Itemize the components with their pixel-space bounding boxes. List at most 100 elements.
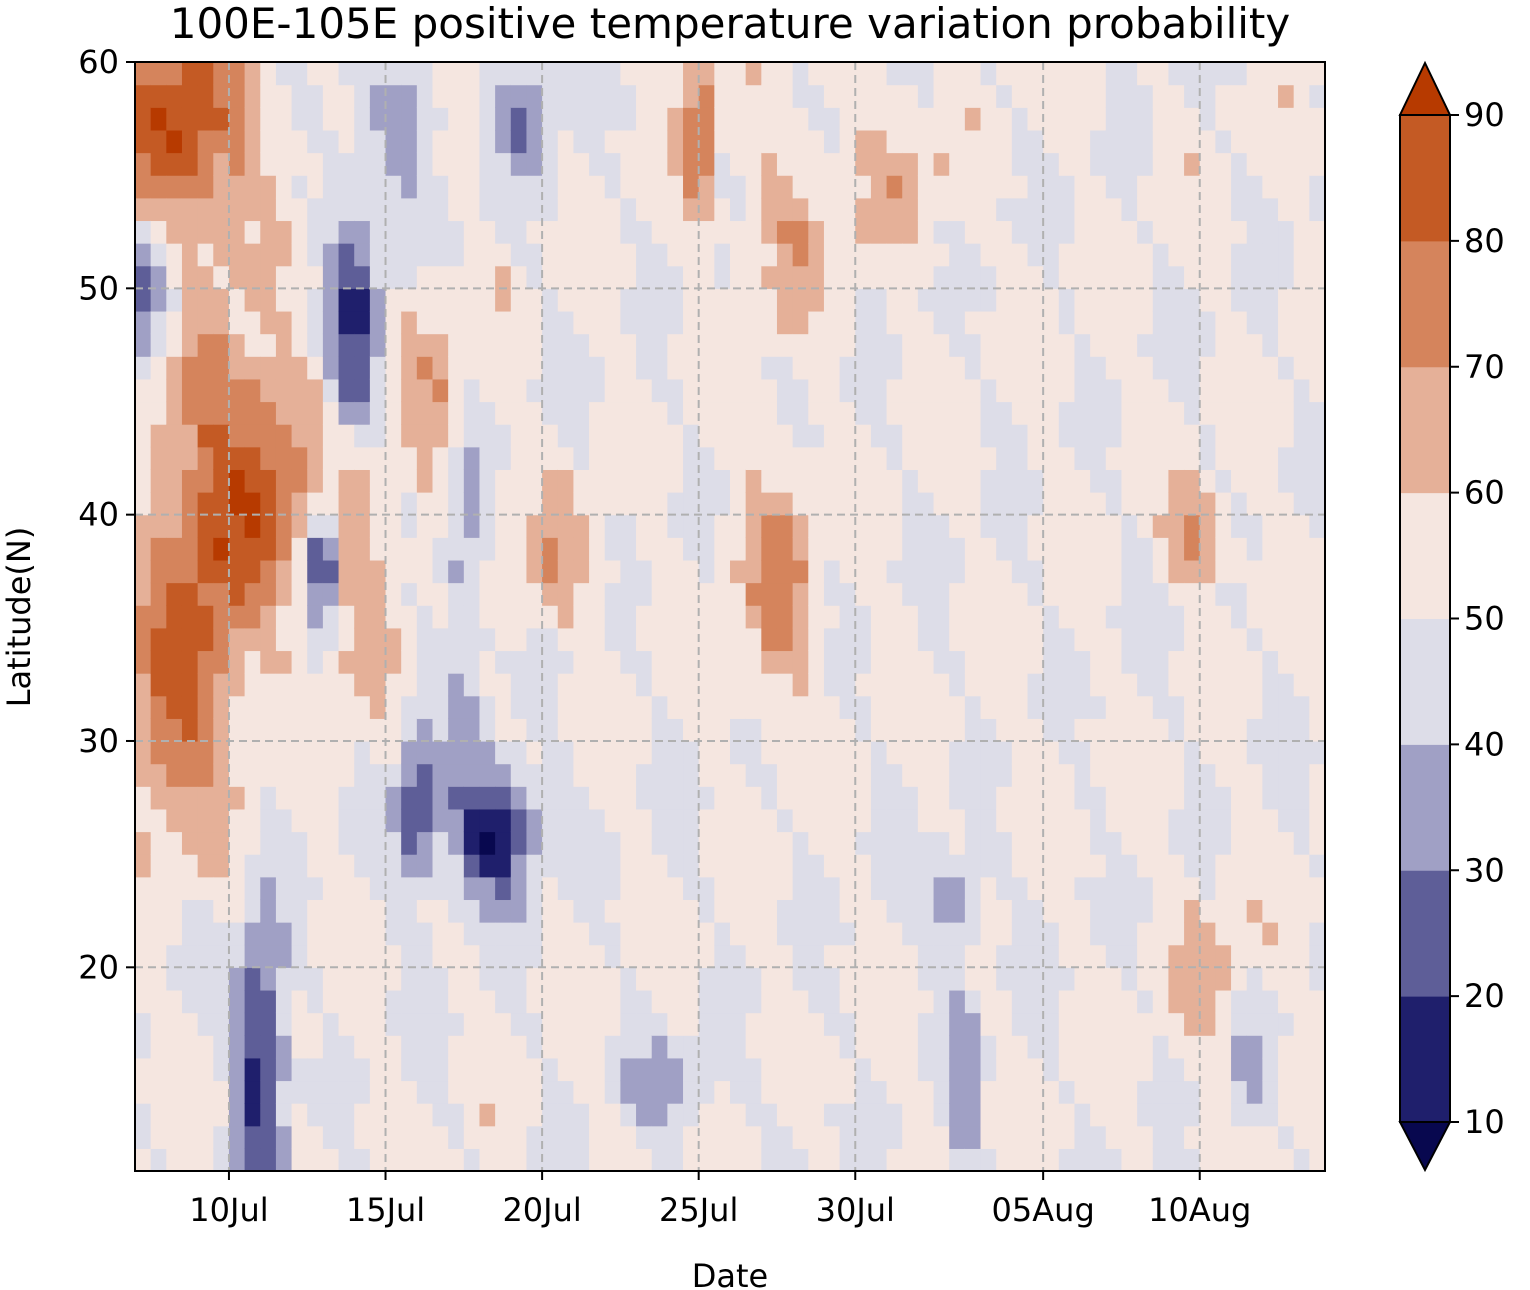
contour-cell bbox=[823, 967, 841, 991]
contour-cell bbox=[870, 718, 888, 742]
contour-cell bbox=[1215, 740, 1232, 765]
contour-cell bbox=[291, 220, 308, 244]
contour-cell bbox=[886, 1012, 903, 1036]
contour-cell bbox=[510, 265, 528, 289]
contour-cell bbox=[730, 650, 747, 674]
contour-cell bbox=[244, 786, 261, 810]
contour-cell bbox=[964, 288, 982, 312]
contour-cell bbox=[260, 469, 277, 493]
contour-cell bbox=[244, 944, 261, 968]
contour-cell bbox=[1246, 469, 1263, 493]
contour-cell bbox=[1152, 718, 1170, 742]
contour-cell bbox=[369, 695, 387, 719]
contour-cell bbox=[761, 605, 778, 629]
contour-cell bbox=[401, 469, 418, 493]
contour-cell bbox=[996, 718, 1013, 742]
contour-cell bbox=[823, 537, 841, 561]
contour-cell bbox=[448, 1035, 465, 1059]
contour-cell bbox=[1074, 1057, 1091, 1082]
contour-cell bbox=[808, 333, 825, 357]
contour-cell bbox=[416, 627, 434, 652]
x-axis: 10Jul 15Jul 20Jul 25Jul 30Jul 05Aug 10Aug bbox=[189, 1171, 1251, 1229]
contour-cell bbox=[354, 1057, 371, 1082]
contour-cell bbox=[604, 718, 621, 742]
contour-cell bbox=[651, 152, 668, 176]
contour-cell bbox=[870, 537, 888, 561]
contour-cell bbox=[1152, 763, 1170, 787]
contour-cell bbox=[1090, 378, 1107, 403]
contour-cell bbox=[823, 944, 841, 968]
contour-cell bbox=[166, 288, 183, 312]
contour-cell bbox=[1137, 152, 1154, 176]
contour-cell bbox=[448, 650, 465, 674]
contour-cell bbox=[1011, 537, 1029, 561]
contour-cell bbox=[557, 424, 575, 448]
contour-cell bbox=[260, 401, 277, 425]
contour-cell bbox=[260, 1057, 277, 1082]
contour-cell bbox=[1168, 356, 1185, 380]
contour-cell bbox=[275, 62, 293, 86]
contour-cell bbox=[526, 62, 543, 86]
contour-cell bbox=[808, 831, 825, 855]
contour-cell bbox=[917, 718, 935, 742]
contour-cell bbox=[1199, 424, 1216, 448]
contour-cell bbox=[902, 899, 919, 923]
contour-cell bbox=[1074, 831, 1091, 855]
contour-cell bbox=[667, 695, 684, 719]
contour-cell bbox=[244, 989, 261, 1014]
contour-cell bbox=[573, 265, 590, 289]
contour-cell bbox=[1105, 1012, 1123, 1036]
contour-cell bbox=[479, 265, 496, 289]
contour-cell bbox=[463, 967, 481, 991]
contour-cell bbox=[776, 582, 794, 606]
contour-cell bbox=[260, 152, 277, 176]
contour-cell bbox=[166, 175, 183, 199]
contour-cell bbox=[526, 220, 543, 244]
contour-cell bbox=[886, 1148, 903, 1171]
contour-cell bbox=[683, 175, 700, 199]
colorbar-tick-label: 40 bbox=[1464, 725, 1505, 763]
contour-cell bbox=[1215, 559, 1232, 584]
contour-cell bbox=[197, 763, 214, 787]
contour-cell bbox=[698, 673, 715, 697]
contour-cell bbox=[1011, 514, 1029, 538]
contour-cell bbox=[683, 967, 700, 991]
contour-cell bbox=[322, 854, 340, 878]
contour-cell bbox=[322, 967, 340, 991]
contour-cell bbox=[745, 220, 762, 244]
contour-cell bbox=[479, 967, 496, 991]
grid-lines bbox=[135, 61, 1325, 1171]
contour-cell bbox=[823, 854, 841, 878]
contour-cell bbox=[1293, 967, 1310, 991]
contour-cell bbox=[964, 740, 982, 765]
contour-cell bbox=[322, 175, 340, 199]
contour-cell bbox=[244, 673, 261, 697]
contour-cell bbox=[1293, 333, 1310, 357]
contour-cell bbox=[354, 152, 371, 176]
contour-cell bbox=[776, 944, 794, 968]
contour-cell bbox=[1199, 197, 1216, 222]
contour-cell bbox=[307, 469, 324, 493]
contour-cell bbox=[933, 967, 950, 991]
contour-cell bbox=[432, 492, 449, 516]
contour-cell bbox=[150, 989, 167, 1014]
contour-cell bbox=[1137, 582, 1154, 606]
contour-cell bbox=[181, 808, 199, 833]
contour-cell bbox=[385, 944, 402, 968]
contour-cell bbox=[1027, 876, 1044, 901]
contour-cell bbox=[933, 718, 950, 742]
contour-cell bbox=[808, 922, 825, 946]
contour-cell bbox=[479, 786, 496, 810]
contour-cell bbox=[369, 1012, 387, 1036]
contour-cell bbox=[542, 605, 559, 629]
contour-cell bbox=[1184, 537, 1201, 561]
contour-cell bbox=[808, 1057, 825, 1082]
contour-cell bbox=[1058, 673, 1076, 697]
contour-cell bbox=[1137, 1035, 1154, 1059]
contour-cell bbox=[855, 854, 872, 878]
contour-cell bbox=[1246, 786, 1263, 810]
contour-cell bbox=[964, 831, 982, 855]
contour-cell bbox=[855, 1148, 872, 1171]
contour-cell bbox=[1090, 763, 1107, 787]
contour-cell bbox=[1246, 107, 1263, 131]
